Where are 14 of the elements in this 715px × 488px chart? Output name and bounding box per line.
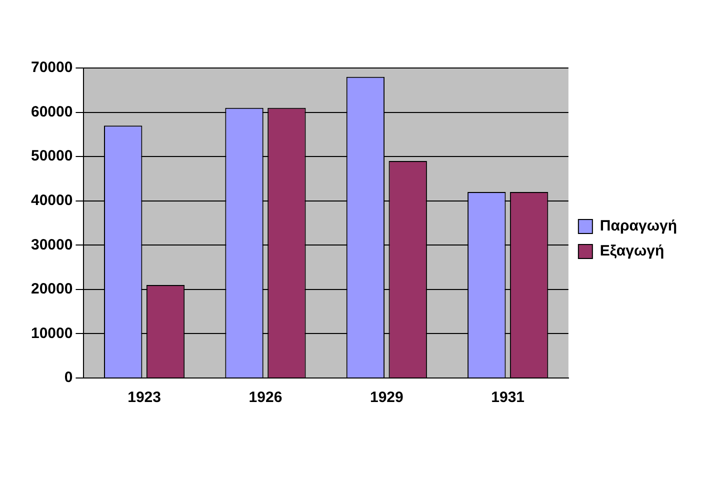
x-tick-label: 1926 bbox=[248, 389, 282, 406]
y-tick-label: 10000 bbox=[30, 324, 73, 342]
y-tick-label: 70000 bbox=[30, 59, 73, 76]
y-tick-label: 50000 bbox=[30, 148, 73, 165]
x-tick-label: 1929 bbox=[370, 389, 404, 406]
y-tick-label: 60000 bbox=[30, 103, 73, 120]
x-tick-label: 1923 bbox=[128, 389, 161, 406]
y-tick-label: 40000 bbox=[30, 192, 73, 209]
legend-label: Παραγωγή bbox=[600, 218, 678, 235]
y-tick-label: 20000 bbox=[30, 280, 73, 298]
x-tick-label: 1931 bbox=[491, 389, 525, 406]
y-tick-label: 30000 bbox=[30, 236, 73, 254]
y-tick-label: 0 bbox=[64, 369, 73, 386]
legend-label: Εξαγωγή bbox=[600, 242, 664, 260]
